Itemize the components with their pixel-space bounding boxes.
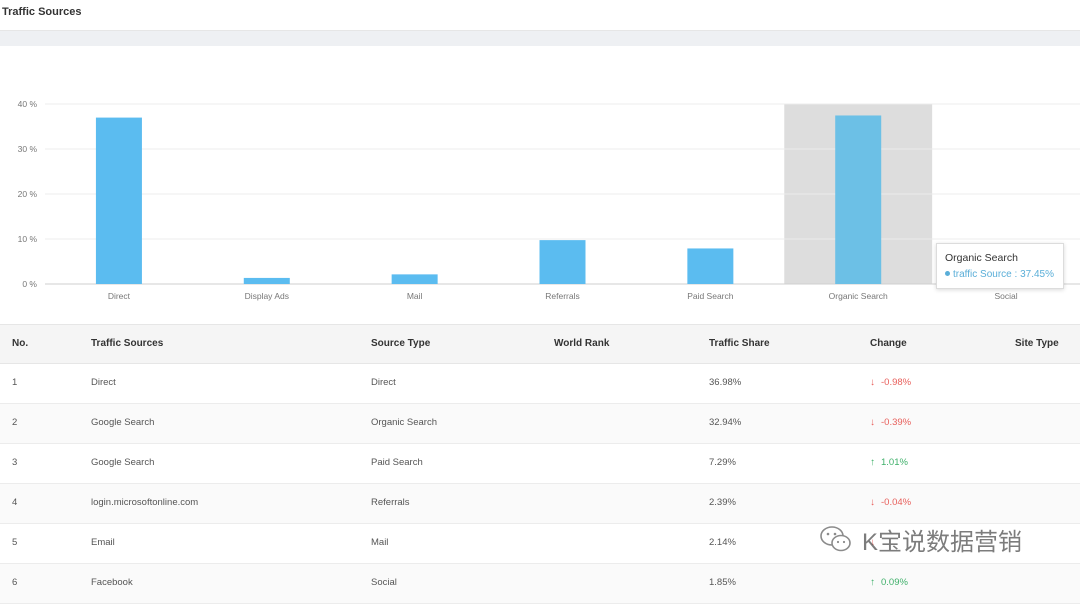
table-row[interactable]: 3 Google Search Paid Search 7.29% ↑ 1.01% [0, 444, 1080, 484]
column-header-change[interactable]: Change [870, 338, 907, 349]
table-row[interactable]: 6 Facebook Social 1.85% ↑ 0.09% [0, 564, 1080, 604]
traffic-share-cell: 7.29% [709, 457, 736, 468]
arrow-down-icon: ↓ [870, 497, 875, 508]
traffic-source-cell[interactable]: Direct [91, 377, 116, 388]
source-type-cell: Direct [371, 377, 396, 388]
traffic-source-cell[interactable]: Facebook [91, 577, 133, 588]
traffic-share-cell: 1.85% [709, 577, 736, 588]
traffic-source-cell[interactable]: Email [91, 537, 115, 548]
traffic-sources-table: No. Traffic Sources Source Type World Ra… [0, 324, 1080, 604]
column-header-traffic-sources[interactable]: Traffic Sources [91, 338, 164, 349]
series-dot-icon [945, 270, 950, 276]
row-number: 2 [12, 417, 18, 428]
change-value: -0.39% [881, 417, 912, 428]
bar [687, 248, 734, 284]
wechat-logo-icon [820, 526, 851, 552]
bar [243, 277, 290, 284]
table-row[interactable]: 2 Google Search Organic Search 32.94% ↓ -0.39… [0, 404, 1080, 444]
arrow-down-icon: ↓ [870, 537, 875, 548]
column-header-source-type[interactable]: Source Type [371, 338, 431, 349]
source-type-cell: Organic Search [371, 417, 438, 428]
arrow-up-icon: ↑ [870, 577, 875, 588]
x-tick-label: Referrals [545, 291, 579, 301]
change-cell: ↑ 1.01% [870, 444, 908, 482]
source-type-cell: Paid Search [371, 457, 423, 468]
column-header-site-type[interactable]: Site Type [1015, 338, 1059, 349]
row-number: 1 [12, 377, 18, 388]
x-tick-label: Display Ads [245, 291, 289, 301]
change-cell: ↓ -0.39% [870, 404, 911, 442]
page-title: Traffic Sources [2, 6, 82, 18]
arrow-down-icon: ↓ [870, 377, 875, 388]
change-value: 1.01% [881, 457, 908, 468]
page-header: Traffic Sources [0, 0, 1080, 31]
row-number: 4 [12, 497, 18, 508]
table-header: No. Traffic Sources Source Type World Ra… [0, 324, 1080, 364]
change-cell: ↑ 0.09% [870, 564, 908, 602]
x-tick-label: Direct [108, 291, 131, 301]
traffic-source-cell[interactable]: login.microsoftonline.com [91, 497, 199, 508]
traffic-sources-chart: 0 % 10 % 20 % 30 % 40 % Direct Display Ads Mail… [0, 46, 1080, 324]
bar [539, 240, 586, 284]
y-tick-label: 0 % [22, 279, 37, 289]
bar [835, 115, 882, 284]
x-tick-label: Organic Search [829, 291, 888, 301]
traffic-source-cell[interactable]: Google Search [91, 417, 155, 428]
change-value: -0.04% [881, 497, 912, 508]
column-header-world-rank[interactable]: World Rank [554, 338, 610, 349]
row-number: 3 [12, 457, 18, 468]
traffic-share-cell: 2.39% [709, 497, 736, 508]
y-tick-label: 10 % [18, 234, 38, 244]
change-cell: ↓ -0.98% [870, 364, 911, 402]
y-tick-label: 40 % [18, 99, 38, 109]
row-number: 6 [12, 577, 18, 588]
bar-chart-svg: 0 % 10 % 20 % 30 % 40 % Direct Display Ads Mail… [18, 99, 1080, 301]
source-type-cell: Social [371, 577, 397, 588]
table-row[interactable]: 4 login.microsoftonline.com Referrals 2.39%… [0, 484, 1080, 524]
traffic-source-cell[interactable]: Google Search [91, 457, 155, 468]
x-tick-label: Mail [407, 291, 423, 301]
y-tick-label: 20 % [18, 189, 38, 199]
bar [95, 117, 142, 284]
traffic-share-cell: 2.14% [709, 537, 736, 548]
column-header-traffic-share[interactable]: Traffic Share [709, 338, 770, 349]
tooltip-title: Organic Search [945, 252, 1018, 264]
change-cell: ↓ -0.04% [870, 484, 911, 522]
column-header-no[interactable]: No. [12, 338, 29, 349]
watermark: K宝说数据营销 [818, 521, 1022, 557]
tooltip-value: 37.45% [1020, 269, 1054, 280]
x-tick-label: Social [994, 291, 1017, 301]
section-divider [0, 31, 1080, 46]
x-tick-label: Paid Search [687, 291, 734, 301]
table-body: 1 Direct Direct 36.98% ↓ -0.98% 2 Google Search… [0, 364, 1080, 604]
change-value: 0.09% [881, 577, 908, 588]
chart-tooltip: Organic Search traffic Source : 37.45% [936, 243, 1064, 289]
change-cell: ↓ [870, 524, 881, 562]
table-row[interactable]: 1 Direct Direct 36.98% ↓ -0.98% [0, 364, 1080, 404]
arrow-down-icon: ↓ [870, 417, 875, 428]
row-number: 5 [12, 537, 18, 548]
tooltip-value-row: traffic Source : 37.45% [945, 269, 1055, 280]
bar [391, 274, 438, 284]
source-type-cell: Referrals [371, 497, 410, 508]
arrow-up-icon: ↑ [870, 457, 875, 468]
watermark-text: K宝说数据营销 [862, 528, 1023, 556]
traffic-share-cell: 36.98% [709, 377, 742, 388]
source-type-cell: Mail [371, 537, 389, 548]
tooltip-series-name: traffic Source [953, 269, 1012, 280]
y-tick-label: 30 % [18, 144, 38, 154]
traffic-share-cell: 32.94% [709, 417, 742, 428]
change-value: -0.98% [881, 377, 912, 388]
table-row[interactable]: 5 Email Mail 2.14% ↓ [0, 524, 1080, 564]
